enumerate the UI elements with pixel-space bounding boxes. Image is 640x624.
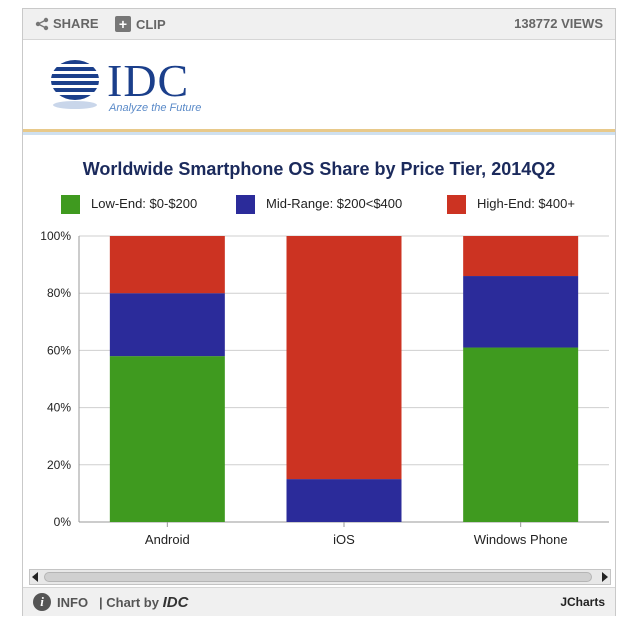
x-tick-label: iOS (333, 532, 355, 547)
clip-label: CLIP (136, 16, 166, 32)
scroll-left-icon[interactable] (32, 572, 38, 582)
stacked-bar-chart: 0% 20% 40% 60% 80% 100% Android iOS Windows Phon… (40, 229, 609, 547)
horizontal-scrollbar[interactable] (29, 569, 611, 585)
divider (23, 132, 615, 135)
legend: Low-End: $0-$200 Mid-Range: $200<$400 Hi… (23, 195, 615, 215)
share-button[interactable]: SHARE (35, 16, 99, 31)
bar-segment (286, 236, 402, 480)
logo-area: IDC Analyze the Future (23, 40, 615, 129)
scroll-right-icon[interactable] (602, 572, 608, 582)
legend-label-high-end: High-End: $400+ (477, 196, 575, 211)
legend-swatch-mid-range (236, 195, 255, 214)
scroll-thumb[interactable] (44, 572, 592, 582)
bar-segment (463, 236, 579, 277)
chart-by-prefix: | Chart by (99, 595, 159, 610)
jcharts-link[interactable]: JCharts (560, 595, 605, 609)
chart-widget: SHARE + CLIP 138772 VIEWS IDC Analyze th… (22, 8, 616, 616)
legend-label-mid-range: Mid-Range: $200<$400 (266, 196, 403, 211)
chart-credit: | Chart by IDC (99, 594, 188, 611)
bar-segment (109, 356, 225, 522)
toolbar: SHARE + CLIP 138772 VIEWS (23, 9, 615, 40)
y-tick-label: 40% (47, 401, 71, 415)
clip-button[interactable]: + CLIP (115, 16, 166, 32)
y-tick-label: 20% (47, 458, 71, 472)
legend-label-low-end: Low-End: $0-$200 (91, 196, 198, 211)
bar-segment (463, 347, 579, 522)
bar-segment (109, 293, 225, 357)
idc-globe-logo (47, 60, 103, 109)
bar-segment (109, 236, 225, 294)
y-tick-label: 0% (54, 515, 72, 529)
y-tick-label: 80% (47, 286, 71, 300)
idc-tagline: Analyze the Future (109, 102, 202, 114)
legend-swatch-low-end (61, 195, 80, 214)
chart-title: Worldwide Smartphone OS Share by Price T… (82, 159, 556, 179)
bar-segment (463, 276, 579, 348)
view-count: 138772 VIEWS (514, 16, 603, 31)
chart-by-brand: IDC (162, 594, 189, 611)
x-tick-label: Android (145, 532, 190, 547)
y-tick-label: 100% (40, 229, 71, 243)
idc-logo-text: IDC (107, 55, 190, 106)
x-tick-label: Windows Phone (474, 532, 568, 547)
footer-bar: i INFO | Chart by IDC JCharts (23, 587, 615, 616)
share-label: SHARE (53, 16, 99, 31)
info-icon[interactable]: i (33, 593, 51, 611)
info-button[interactable]: INFO (57, 595, 89, 610)
bar-segment (286, 479, 402, 522)
legend-swatch-high-end (447, 195, 466, 214)
plus-icon: + (115, 16, 131, 32)
y-tick-label: 60% (47, 343, 71, 357)
divider (23, 129, 615, 132)
share-icon (35, 17, 49, 30)
